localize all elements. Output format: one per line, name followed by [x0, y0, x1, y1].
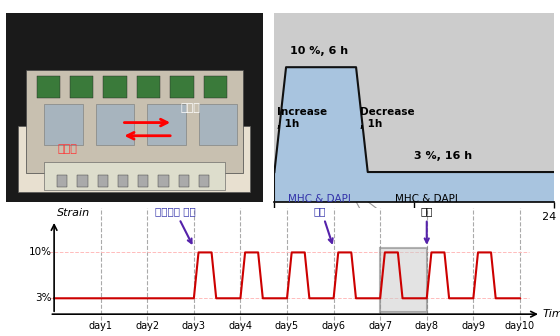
Text: MHC & DAPI
분석: MHC & DAPI 분석 [395, 194, 458, 243]
Bar [204, 76, 227, 98]
Bar [158, 175, 169, 186]
Bar [179, 175, 189, 186]
Bar [97, 175, 108, 186]
Text: Strain: Strain [57, 208, 90, 218]
Text: day6: day6 [321, 321, 346, 331]
Text: 고정부: 고정부 [181, 102, 200, 113]
Bar [170, 76, 194, 98]
Bar [137, 76, 160, 98]
Text: day3: day3 [182, 321, 206, 331]
Text: day1: day1 [88, 321, 113, 331]
Bar [44, 162, 225, 190]
Bar [138, 175, 148, 186]
Bar [199, 104, 237, 145]
Text: day2: day2 [135, 321, 160, 331]
Polygon shape [274, 67, 554, 202]
Bar [380, 248, 427, 312]
Text: day7: day7 [368, 321, 392, 331]
Text: 운동부: 운동부 [57, 144, 77, 154]
Text: day5: day5 [275, 321, 299, 331]
Bar [118, 175, 128, 186]
Bar [147, 104, 186, 145]
Text: 분화배지 처리: 분화배지 처리 [155, 206, 195, 243]
FancyBboxPatch shape [26, 70, 242, 173]
Bar [77, 175, 88, 186]
Text: MHC & DAPI
분석: MHC & DAPI 분석 [288, 194, 351, 243]
Text: Decrease
, 1h: Decrease , 1h [360, 108, 414, 129]
Bar [104, 76, 127, 98]
Text: day4: day4 [228, 321, 253, 331]
Text: day9: day9 [461, 321, 486, 331]
Text: day8: day8 [415, 321, 438, 331]
Text: 3%: 3% [35, 293, 52, 303]
Text: 10 %, 6 h: 10 %, 6 h [290, 46, 348, 56]
Bar [57, 175, 67, 186]
Text: Time: Time [542, 309, 560, 319]
Bar [96, 104, 134, 145]
Text: day10: day10 [505, 321, 535, 331]
Bar [70, 76, 93, 98]
FancyBboxPatch shape [18, 126, 250, 192]
Bar [44, 104, 83, 145]
Bar [199, 175, 209, 186]
Text: Increase
, 1h: Increase , 1h [277, 108, 327, 129]
Text: 3 %, 16 h: 3 %, 16 h [414, 151, 473, 161]
Bar [36, 76, 60, 98]
Text: 10%: 10% [29, 247, 52, 257]
